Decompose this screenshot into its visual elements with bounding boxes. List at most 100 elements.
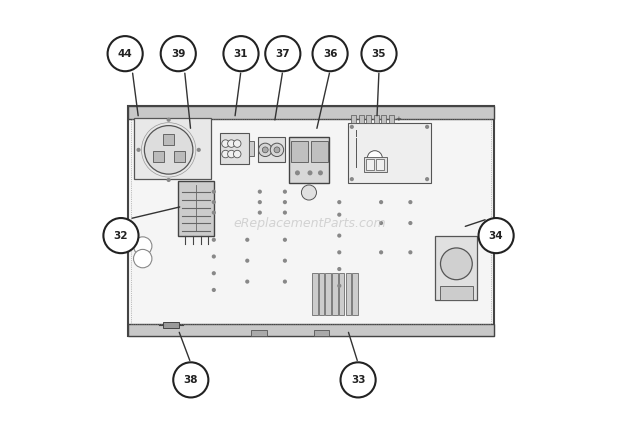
Circle shape (337, 284, 342, 288)
Bar (153, 151, 164, 162)
Bar (435, 236, 477, 301)
Bar (131, 119, 490, 324)
Text: 33: 33 (351, 375, 365, 385)
Bar (163, 322, 179, 328)
Circle shape (258, 189, 262, 194)
Bar (128, 106, 494, 119)
Bar (179, 181, 214, 236)
Circle shape (197, 148, 201, 152)
Bar (358, 115, 363, 123)
Circle shape (222, 150, 229, 158)
Circle shape (211, 189, 216, 194)
Circle shape (258, 200, 262, 204)
Bar (339, 273, 344, 315)
Circle shape (295, 171, 300, 176)
Circle shape (409, 221, 412, 225)
Bar (291, 141, 308, 163)
Text: 35: 35 (372, 49, 386, 59)
Circle shape (379, 200, 383, 204)
Circle shape (274, 147, 280, 153)
Circle shape (104, 218, 138, 253)
Circle shape (308, 171, 312, 176)
Circle shape (211, 288, 216, 292)
Bar (352, 273, 358, 315)
Bar (163, 134, 174, 145)
Circle shape (409, 250, 412, 254)
Circle shape (265, 36, 300, 71)
Circle shape (228, 150, 235, 158)
Circle shape (409, 200, 412, 204)
Circle shape (440, 248, 472, 280)
Circle shape (340, 362, 376, 397)
Circle shape (283, 280, 287, 284)
Circle shape (337, 250, 342, 254)
Bar (314, 330, 329, 336)
Circle shape (222, 140, 229, 147)
Circle shape (136, 148, 141, 152)
Bar (365, 157, 388, 172)
Circle shape (245, 238, 249, 242)
Text: +: + (396, 116, 402, 122)
Text: 36: 36 (323, 49, 337, 59)
Bar (376, 160, 384, 170)
Text: 32: 32 (113, 231, 128, 240)
Circle shape (211, 238, 216, 242)
Text: eReplacementParts.com: eReplacementParts.com (234, 216, 386, 229)
Bar (366, 160, 374, 170)
Circle shape (350, 177, 354, 181)
Bar (249, 141, 254, 156)
Circle shape (337, 267, 342, 271)
Circle shape (228, 140, 235, 147)
Circle shape (223, 36, 259, 71)
Text: 39: 39 (171, 49, 185, 59)
Circle shape (361, 36, 397, 71)
Circle shape (144, 125, 193, 174)
Circle shape (318, 171, 323, 176)
Bar (252, 330, 267, 336)
Text: 44: 44 (118, 49, 133, 59)
Circle shape (167, 117, 170, 122)
Bar (128, 106, 494, 336)
Circle shape (167, 178, 170, 182)
Bar (374, 115, 379, 123)
Circle shape (133, 237, 152, 255)
Text: 37: 37 (275, 49, 290, 59)
Bar (312, 273, 317, 315)
Circle shape (479, 218, 514, 253)
Bar (351, 115, 356, 123)
Circle shape (211, 271, 216, 275)
Bar (348, 123, 432, 183)
Circle shape (283, 189, 287, 194)
Bar (133, 118, 211, 179)
Bar (381, 115, 386, 123)
Bar (345, 273, 351, 315)
Bar (319, 273, 324, 315)
Circle shape (234, 150, 241, 158)
Circle shape (173, 362, 208, 397)
Circle shape (283, 238, 287, 242)
Circle shape (234, 140, 241, 147)
Bar (366, 115, 371, 123)
Bar (311, 141, 327, 163)
Circle shape (367, 151, 383, 166)
Bar (389, 115, 394, 123)
Circle shape (262, 147, 268, 153)
Circle shape (108, 36, 143, 71)
Circle shape (425, 125, 429, 129)
Circle shape (258, 210, 262, 215)
Circle shape (337, 234, 342, 238)
Bar (174, 151, 185, 162)
Circle shape (283, 258, 287, 263)
Circle shape (211, 254, 216, 258)
Circle shape (211, 200, 216, 204)
Circle shape (259, 143, 272, 157)
Circle shape (211, 210, 216, 215)
Bar (332, 273, 338, 315)
Text: 38: 38 (184, 375, 198, 385)
Circle shape (161, 36, 196, 71)
Bar (289, 137, 329, 183)
Text: 34: 34 (489, 231, 503, 240)
Bar (128, 324, 494, 336)
Circle shape (245, 258, 249, 263)
Circle shape (270, 143, 284, 157)
